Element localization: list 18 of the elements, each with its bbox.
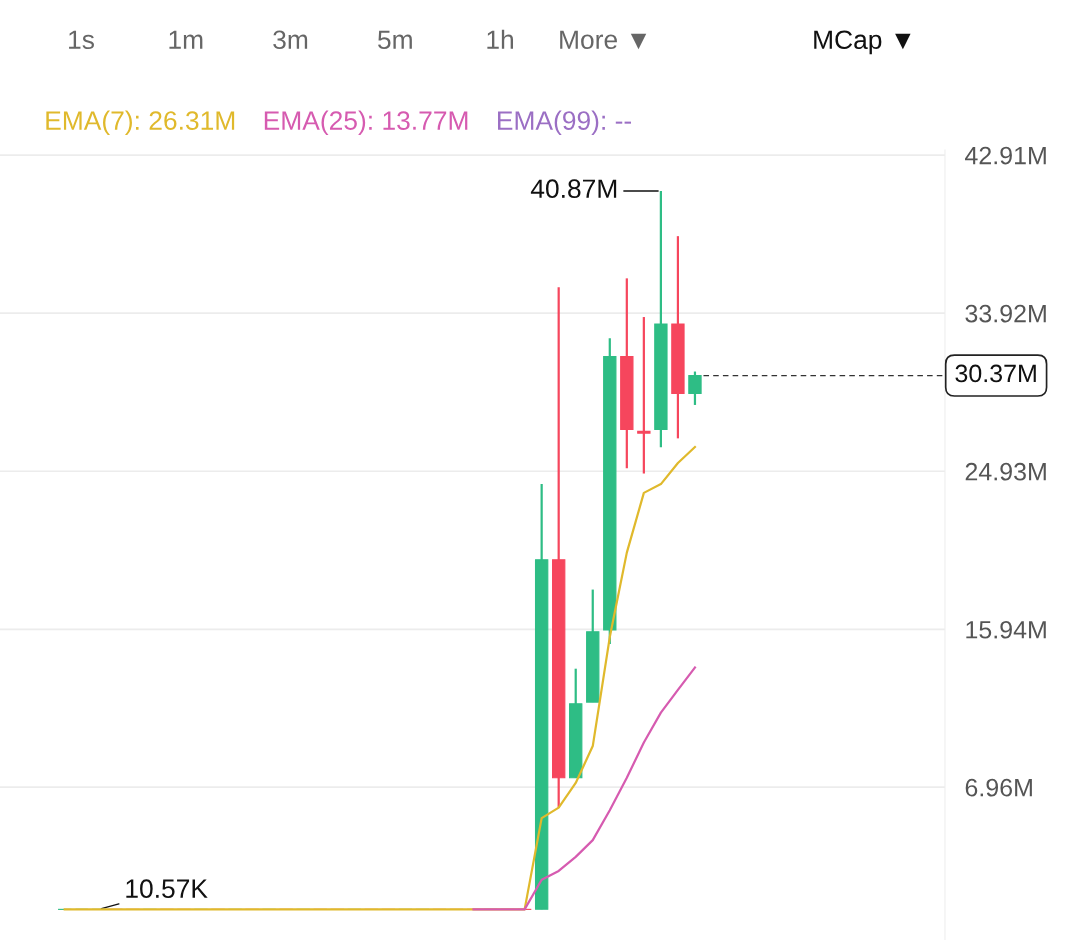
text: 5m (378, 30, 412, 50)
y-tick-label: 15.94M (966, 620, 1046, 639)
legend-label: EMA(99): -- (498, 110, 632, 136)
text: 1m (169, 30, 203, 49)
y-tick-label: 24.93M (965, 462, 1046, 481)
annotation: 40.87M (530, 179, 617, 199)
text: MCap ▼ (814, 30, 911, 55)
annotation: 10.57K (126, 879, 208, 899)
ref-line-label: 30.37M (955, 364, 1036, 383)
y-tick-label: 33.92M (965, 304, 1046, 323)
text: EMA(25): 13.77M (264, 110, 468, 136)
text: 1h (487, 29, 514, 49)
y-tick-label: 6.96M (965, 778, 1032, 797)
text: 1s (69, 30, 94, 50)
text: 3m (273, 30, 308, 50)
y-tick-label: 42.91M (965, 146, 1046, 165)
text: EMA(7): 26.31M (46, 110, 235, 136)
text: More ▼ (560, 30, 647, 50)
